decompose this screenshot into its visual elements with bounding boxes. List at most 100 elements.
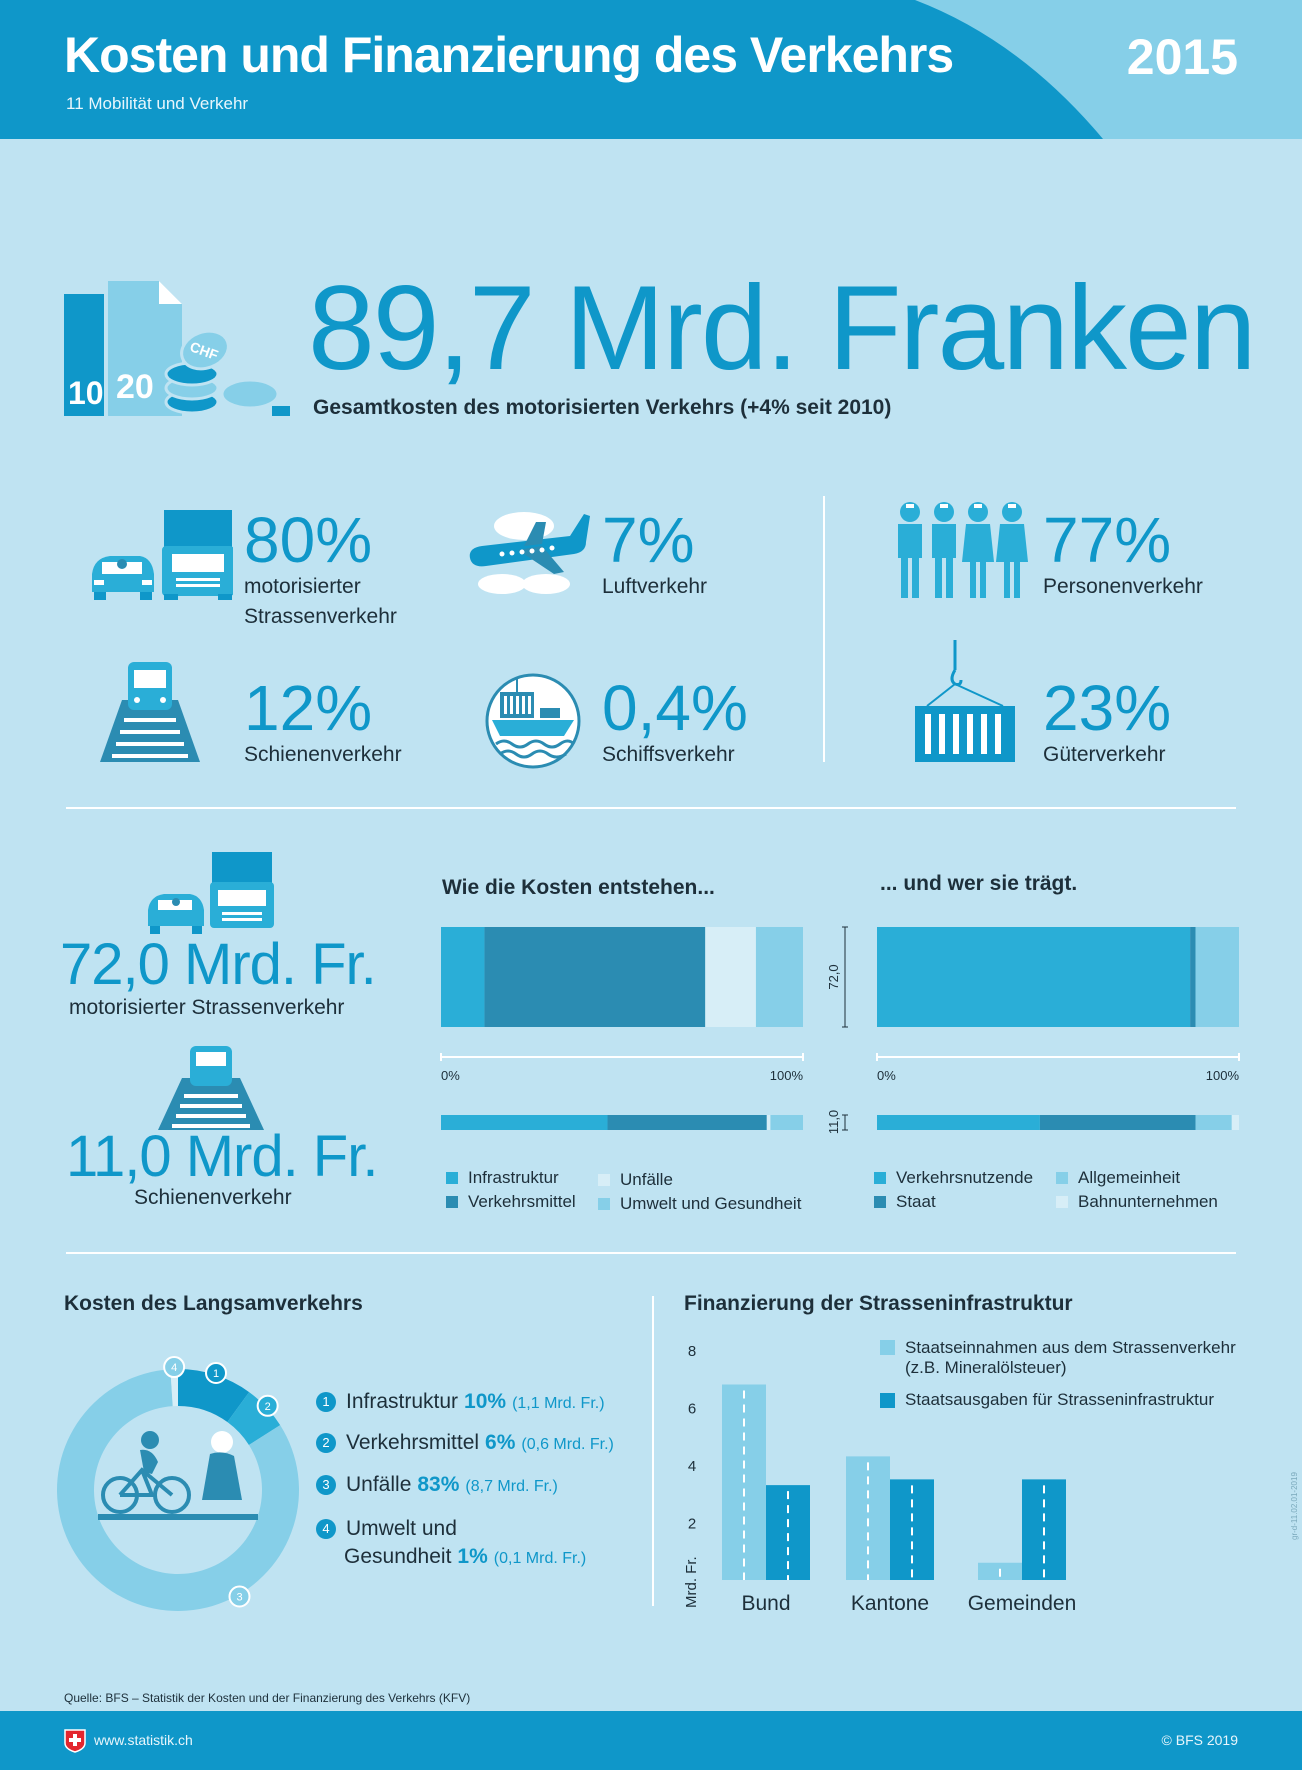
legend-allgemeinheit: Allgemeinheit xyxy=(1056,1168,1180,1188)
legend-label: Verkehrsnutzende xyxy=(896,1168,1034,1187)
section-divider-1 xyxy=(66,807,1236,809)
magnitude-label: 11,0 xyxy=(826,1110,841,1134)
legend-label: Staatsausgaben für Strasseninfrastruktur xyxy=(905,1390,1214,1409)
banknote-10-label: 10 xyxy=(68,375,104,411)
slow-item-2: 2 Verkehrsmittel 6% (0,6 Mrd. Fr.) xyxy=(316,1431,614,1455)
slow-item-label: Unfälle xyxy=(346,1473,412,1496)
bottom-divider xyxy=(652,1296,654,1606)
share-road-label-line1: motorisierter xyxy=(244,575,361,598)
share-road-pct: 80% xyxy=(244,504,373,576)
container-icon xyxy=(915,640,1015,762)
share-road-label-line2: Strassenverkehr xyxy=(244,605,397,628)
share-road-label: motorisierter Strassenverkehr xyxy=(244,572,397,632)
slow-item-label: Verkehrsmittel xyxy=(346,1431,480,1454)
y-tick-label: 8 xyxy=(688,1343,696,1360)
slow-item-amount: (0,1 Mrd. Fr.) xyxy=(493,1550,587,1567)
slow-item-pct: 10% xyxy=(464,1390,507,1413)
people-icon xyxy=(898,502,1028,598)
legend-label: Staat xyxy=(896,1192,936,1211)
legend-swatch xyxy=(1056,1196,1068,1208)
magnitude-label: 72,0 xyxy=(826,964,841,989)
bar-segment xyxy=(1190,927,1196,1027)
legend-label: Staatseinnahmen aus dem Strassenverkehr(… xyxy=(905,1338,1236,1378)
share-air-label: Luftverkehr xyxy=(602,575,708,598)
legend-label-line2: (z.B. Mineralölsteuer) xyxy=(905,1358,1067,1377)
share-ship-label: Schiffsverkehr xyxy=(602,743,735,766)
total-cost-caption: Gesamtkosten des motorisierten Verkehrs … xyxy=(313,396,892,419)
legend-staat: Staat xyxy=(874,1192,936,1212)
slow-item-3: 3 Unfälle 83% (8,7 Mrd. Fr.) xyxy=(316,1473,558,1497)
x-tick-label: 0% xyxy=(877,1068,896,1083)
share-rail-pct: 12% xyxy=(244,672,373,744)
bar-segment xyxy=(607,1115,767,1130)
legend-swatch xyxy=(874,1172,886,1184)
donut-callout xyxy=(205,1362,228,1385)
share-freight-pct: 23% xyxy=(1043,672,1172,744)
footer-bar: www.statistik.ch © BFS 2019 xyxy=(0,1711,1302,1770)
donut-segment xyxy=(56,1369,299,1611)
legend-swatch xyxy=(880,1340,895,1355)
x-category-label: Bund xyxy=(741,1592,790,1615)
road-cost-label: motorisierter Strassenverkehr xyxy=(69,996,345,1019)
banknote-20-label: 20 xyxy=(116,368,154,406)
legend-staatseinnahmen: Staatseinnahmen aus dem Strassenverkehr(… xyxy=(880,1338,1236,1378)
legend-label: Verkehrsmittel xyxy=(468,1192,576,1211)
stacked-bar-charts: 0% 100% 0% 100% 72,0 11,0 xyxy=(440,926,1240,1134)
rail-vehicle-icon xyxy=(158,1046,264,1130)
donut-callout xyxy=(163,1356,186,1379)
y-tick-label: 2 xyxy=(688,1516,696,1533)
donut-segment xyxy=(170,1369,178,1407)
legend-label: Bahnunternehmen xyxy=(1078,1192,1218,1211)
donut-segment xyxy=(227,1392,281,1445)
slow-item-4: 4 Umwelt und xyxy=(316,1517,457,1541)
bar-segment xyxy=(755,927,803,1027)
legend-swatch xyxy=(1056,1172,1068,1184)
slow-item-amount: (1,1 Mrd. Fr.) xyxy=(512,1395,605,1412)
car-truck-icon xyxy=(92,510,233,600)
legend-swatch xyxy=(880,1392,895,1408)
donut-callout-label: 1 xyxy=(213,1368,219,1380)
bar-segment xyxy=(1195,1115,1232,1130)
bar-segment xyxy=(441,1115,608,1130)
slow-item-label: Infrastruktur xyxy=(346,1390,459,1413)
y-axis-label: Mrd. Fr. xyxy=(683,1556,700,1608)
share-air-pct: 7% xyxy=(602,504,695,576)
slow-item-pct: 83% xyxy=(417,1473,460,1496)
slow-item-pct: 6% xyxy=(485,1431,516,1454)
page-title: Kosten und Finanzierung des Verkehrs xyxy=(64,27,954,83)
header-accent-shape xyxy=(915,0,1302,139)
donut-segment xyxy=(178,1369,250,1423)
bar-segment xyxy=(770,1115,803,1130)
website-link[interactable]: www.statistik.ch xyxy=(94,1732,193,1748)
share-freight-label: Güterverkehr xyxy=(1043,743,1166,766)
legend-umwelt: Umwelt und Gesundheit xyxy=(598,1194,801,1214)
road-cost-value: 72,0 Mrd. Fr. xyxy=(60,932,377,997)
slow-item-1: 1 Infrastruktur 10% (1,1 Mrd. Fr.) xyxy=(316,1390,605,1414)
num-badge: 2 xyxy=(316,1432,336,1453)
x-tick-label: 0% xyxy=(441,1068,460,1083)
donut-callout xyxy=(256,1394,279,1417)
donut-callout-label: 4 xyxy=(171,1362,177,1374)
legend-swatch xyxy=(446,1172,458,1184)
legend-label: Allgemeinheit xyxy=(1078,1168,1181,1187)
section-divider-2 xyxy=(66,1252,1236,1254)
legend-swatch xyxy=(598,1198,610,1210)
legend-swatch xyxy=(874,1196,886,1208)
slow-item-amount: (8,7 Mrd. Fr.) xyxy=(465,1478,558,1495)
x-category-label: Kantone xyxy=(851,1592,929,1615)
page-subtitle: 11 Mobilität und Verkehr xyxy=(66,94,249,113)
legend-verkehrsnutzende: Verkehrsnutzende xyxy=(874,1168,1033,1188)
shares-divider xyxy=(823,496,825,762)
share-ship-pct: 0,4% xyxy=(602,672,748,744)
slow-traffic-title: Kosten des Langsamverkehrs xyxy=(64,1292,363,1315)
bar-segment xyxy=(1231,1115,1239,1130)
x-tick-label: 100% xyxy=(1206,1068,1240,1083)
bar-segment xyxy=(1039,1115,1196,1130)
bar-segment xyxy=(705,927,756,1027)
bar-segment xyxy=(877,1115,1040,1130)
cost-origin-title: Wie die Kosten entstehen... xyxy=(442,876,715,899)
share-passenger-pct: 77% xyxy=(1043,504,1172,576)
share-passenger-label: Personenverkehr xyxy=(1043,575,1203,598)
airplane-icon xyxy=(469,512,590,594)
bar-segment xyxy=(877,927,1191,1027)
